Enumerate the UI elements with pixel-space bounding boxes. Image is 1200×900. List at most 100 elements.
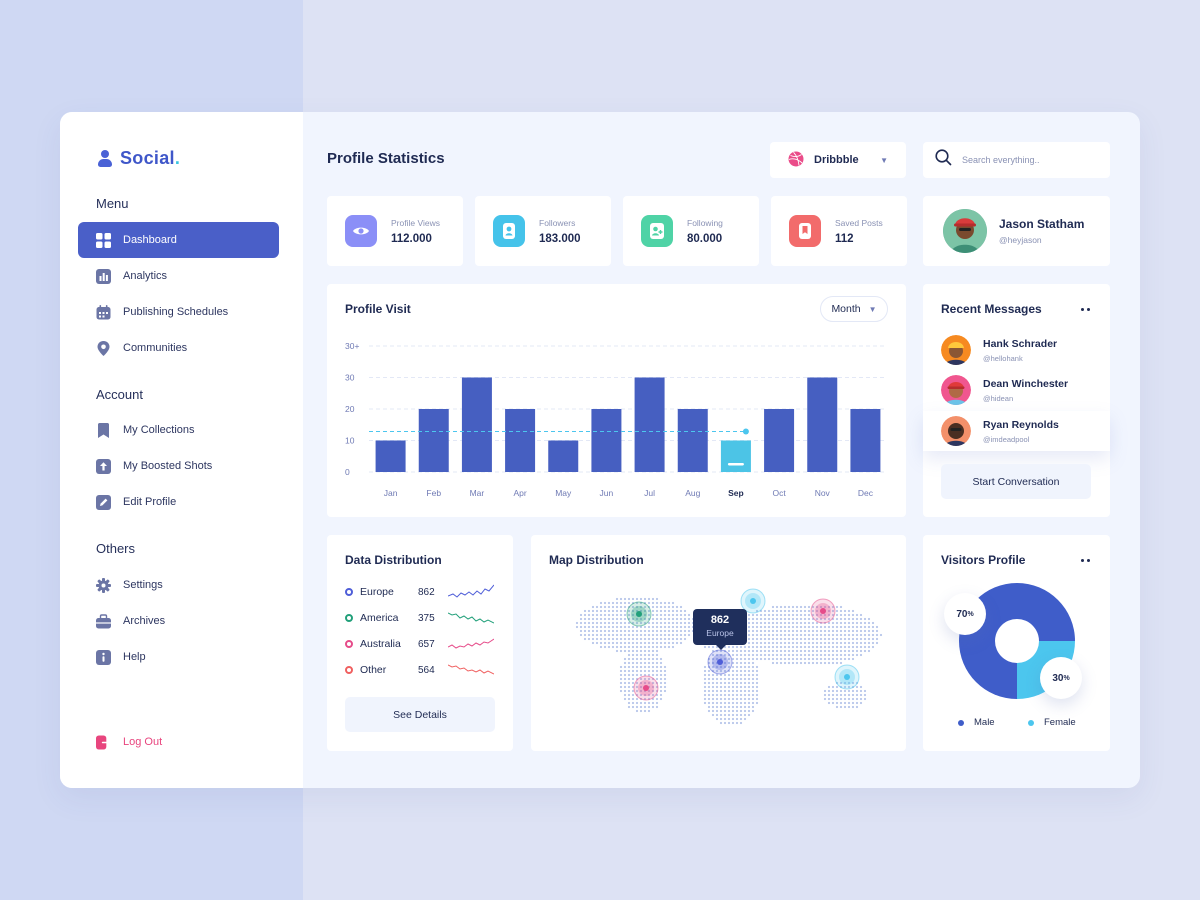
- sidebar-item-edit-profile[interactable]: Edit Profile: [78, 484, 279, 520]
- arrow-up-icon: [96, 458, 111, 474]
- map-tooltip-label: Europe: [706, 628, 734, 638]
- avatar: [943, 209, 987, 253]
- search-bar[interactable]: [923, 142, 1110, 178]
- stat-label: Saved Posts: [835, 217, 883, 228]
- period-dropdown-value: Month: [831, 303, 861, 315]
- search-icon: [935, 149, 952, 171]
- bar-jul: [634, 377, 665, 472]
- message-item[interactable]: Ryan Reynolds @imdeadpool: [923, 411, 1110, 451]
- legend-dot: [1028, 719, 1034, 726]
- map-pin-australia[interactable]: [834, 664, 860, 690]
- bar-aug: [677, 409, 708, 472]
- sidebar-item-label: Help: [123, 651, 146, 663]
- stat-card-saved-posts: Saved Posts 112: [771, 196, 907, 266]
- visitors-profile-title: Visitors Profile: [941, 553, 1026, 567]
- more-options-icon[interactable]: [1081, 559, 1090, 562]
- distribution-row: Other 564: [345, 660, 497, 680]
- bar-nov: [807, 377, 838, 472]
- dashboard-window: Social. Menu Dashboard Analytics Publish…: [60, 112, 1140, 788]
- legend-female: Female: [1028, 717, 1076, 728]
- sidebar-item-archives[interactable]: Archives: [78, 603, 279, 639]
- x-tick-label: Dec: [858, 488, 874, 498]
- page-title: Profile Statistics: [327, 150, 445, 167]
- user-profile-card[interactable]: Jason Statham @heyjason: [923, 196, 1110, 266]
- message-sender-name: Ryan Reynolds: [983, 418, 1059, 431]
- user-icon: [493, 215, 525, 247]
- see-details-button[interactable]: See Details: [345, 697, 495, 732]
- bookmark-icon: [789, 215, 821, 247]
- sidebar-item-communities[interactable]: Communities: [78, 330, 279, 366]
- bar-highlight-marker: [727, 463, 744, 466]
- account-heading: Account: [96, 387, 143, 402]
- visitors-donut-chart: [959, 583, 1075, 699]
- x-tick-label: Feb: [426, 488, 441, 498]
- map-pin-europe[interactable]: [707, 649, 733, 675]
- calendar-icon: [96, 304, 111, 320]
- brand-logo[interactable]: Social.: [98, 148, 180, 169]
- sidebar-item-help[interactable]: Help: [78, 639, 279, 675]
- sidebar-item-label: Analytics: [123, 270, 168, 282]
- distribution-value: 564: [418, 664, 435, 676]
- bar-sep: [720, 440, 751, 472]
- start-conversation-button[interactable]: Start Conversation: [941, 464, 1091, 499]
- map-tooltip: 862 Europe: [693, 609, 747, 650]
- map-pin-north-america[interactable]: [626, 601, 652, 627]
- stat-label: Followers: [539, 217, 576, 228]
- sidebar-item-publishing-schedules[interactable]: Publishing Schedules: [78, 294, 279, 330]
- recent-messages-title: Recent Messages: [941, 302, 1042, 316]
- sidebar-item-dashboard[interactable]: Dashboard: [78, 222, 279, 258]
- x-tick-label: Jan: [384, 488, 398, 498]
- distribution-value: 862: [418, 586, 435, 598]
- map-dots: [575, 597, 883, 725]
- dribbble-icon: [788, 151, 804, 170]
- message-item[interactable]: Dean Winchester @hidean: [923, 370, 1110, 410]
- map-distribution-card: Map Distribution 862 Europe: [531, 535, 906, 751]
- distribution-name: America: [360, 612, 399, 624]
- platform-select[interactable]: Dribbble ▼: [770, 142, 906, 178]
- stat-value: 112: [835, 232, 854, 245]
- y-tick-label: 0: [345, 467, 350, 477]
- profile-visit-card: Profile Visit Month ▼ 0 10 20 30 30+ Jan Feb Ma…: [327, 284, 906, 517]
- briefcase-icon: [96, 613, 111, 629]
- more-options-icon[interactable]: [1081, 308, 1090, 311]
- stat-card-followers: Followers 183.000: [475, 196, 611, 266]
- stat-card-following: Following 80.000: [623, 196, 759, 266]
- map-distribution-title: Map Distribution: [549, 553, 644, 567]
- search-input[interactable]: [962, 155, 1092, 165]
- message-item[interactable]: Hank Schrader @hellohank: [923, 330, 1110, 370]
- sidebar-item-settings[interactable]: Settings: [78, 567, 279, 603]
- ring-icon: [345, 588, 353, 596]
- menu-heading: Menu: [96, 196, 129, 211]
- distribution-row: Europe 862: [345, 582, 497, 602]
- stat-label: Following: [687, 217, 723, 228]
- period-dropdown[interactable]: Month ▼: [820, 296, 888, 322]
- map-pin-south-america[interactable]: [633, 675, 659, 701]
- message-sender-handle: @imdeadpool: [983, 434, 1030, 444]
- y-tick-label: 10: [345, 436, 355, 446]
- sidebar-item-label: My Collections: [123, 424, 195, 436]
- sidebar-item-analytics[interactable]: Analytics: [78, 258, 279, 294]
- x-tick-label: Oct: [772, 488, 786, 498]
- percent-sign: %: [967, 610, 974, 618]
- info-icon: [96, 649, 111, 665]
- recent-messages-card: Recent Messages Hank Schrader @hellohank…: [923, 284, 1110, 517]
- stat-value: 112.000: [391, 232, 432, 245]
- map-pin-asia[interactable]: [810, 598, 836, 624]
- visitors-profile-card: Visitors Profile 70% 30% Male Female: [923, 535, 1110, 751]
- logout-button[interactable]: Log Out: [78, 724, 279, 760]
- sidebar-item-my-collections[interactable]: My Collections: [78, 412, 279, 448]
- ring-icon: [345, 614, 353, 622]
- legend-dot: [958, 719, 964, 726]
- user-plus-icon: [641, 215, 673, 247]
- logout-label: Log Out: [123, 736, 163, 748]
- x-tick-label: Apr: [513, 488, 526, 498]
- map-pin-icon: [96, 340, 111, 356]
- sidebar-item-label: Edit Profile: [123, 496, 177, 508]
- message-sender-name: Hank Schrader: [983, 337, 1058, 350]
- map-pin-russia[interactable]: [740, 588, 766, 614]
- user-logo-icon: [98, 149, 112, 168]
- distribution-name: Australia: [360, 638, 401, 650]
- bar-may: [548, 440, 579, 472]
- percent-sign: %: [1063, 674, 1070, 682]
- sidebar-item-my-boosted-shots[interactable]: My Boosted Shots: [78, 448, 279, 484]
